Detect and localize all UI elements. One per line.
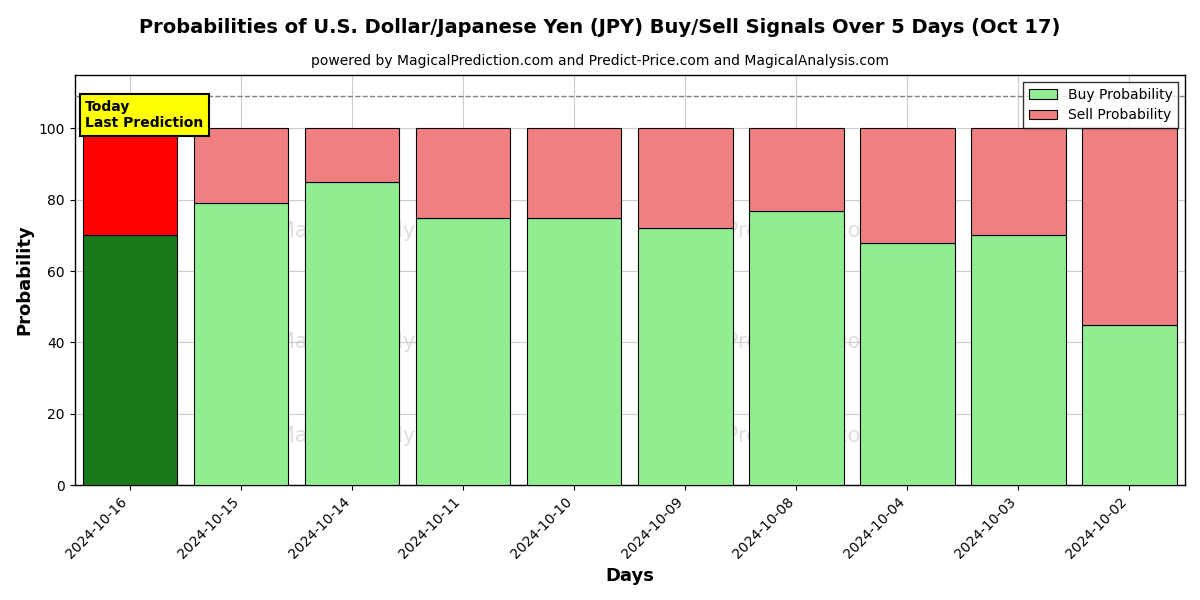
Bar bbox=[527, 128, 622, 218]
Text: MagicalAnalysis.com: MagicalAnalysis.com bbox=[277, 332, 494, 352]
Legend: Buy Probability, Sell Probability: Buy Probability, Sell Probability bbox=[1024, 82, 1178, 128]
Bar bbox=[83, 235, 178, 485]
Bar bbox=[860, 128, 955, 242]
Bar bbox=[749, 128, 844, 211]
X-axis label: Days: Days bbox=[605, 567, 654, 585]
Text: MagicalPrediction.com: MagicalPrediction.com bbox=[646, 332, 881, 352]
Bar bbox=[638, 128, 732, 229]
Text: Probabilities of U.S. Dollar/Japanese Yen (JPY) Buy/Sell Signals Over 5 Days (Oc: Probabilities of U.S. Dollar/Japanese Ye… bbox=[139, 18, 1061, 37]
Bar bbox=[416, 218, 510, 485]
Bar bbox=[194, 203, 288, 485]
Y-axis label: Probability: Probability bbox=[16, 225, 34, 335]
Bar bbox=[971, 128, 1066, 235]
Bar bbox=[305, 128, 400, 182]
Bar bbox=[971, 235, 1066, 485]
Bar bbox=[860, 242, 955, 485]
Bar bbox=[1082, 325, 1177, 485]
Bar bbox=[1082, 128, 1177, 325]
Bar bbox=[305, 182, 400, 485]
Bar bbox=[749, 211, 844, 485]
Bar bbox=[194, 128, 288, 203]
Bar bbox=[416, 128, 510, 218]
Text: MagicalAnalysis.com: MagicalAnalysis.com bbox=[277, 221, 494, 241]
Text: MagicalPrediction.com: MagicalPrediction.com bbox=[646, 221, 881, 241]
Text: powered by MagicalPrediction.com and Predict-Price.com and MagicalAnalysis.com: powered by MagicalPrediction.com and Pre… bbox=[311, 54, 889, 68]
Text: MagicalPrediction.com: MagicalPrediction.com bbox=[646, 426, 881, 446]
Text: Today
Last Prediction: Today Last Prediction bbox=[85, 100, 204, 130]
Bar bbox=[527, 218, 622, 485]
Bar bbox=[83, 128, 178, 235]
Text: MagicalAnalysis.com: MagicalAnalysis.com bbox=[277, 426, 494, 446]
Bar bbox=[638, 229, 732, 485]
